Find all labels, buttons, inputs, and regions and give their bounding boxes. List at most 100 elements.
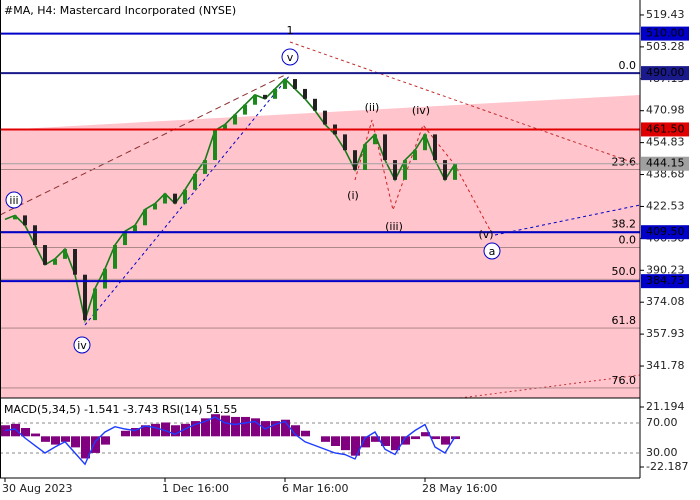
macd-bar	[211, 414, 220, 437]
candle	[53, 258, 57, 265]
candle	[393, 160, 397, 180]
candle	[403, 160, 407, 180]
macd-bar	[71, 436, 80, 448]
level-label: 444.15	[646, 157, 685, 170]
candle	[243, 104, 247, 115]
macd-bar	[221, 415, 230, 437]
candle	[73, 248, 77, 275]
candle	[233, 114, 237, 125]
y-tick-label: 341.78	[646, 359, 685, 372]
macd-bar	[341, 436, 350, 451]
x-tick-label: 30 Aug 2023	[2, 482, 72, 495]
macd-bar	[131, 428, 140, 437]
y-tick-label: 519.43	[646, 8, 685, 21]
macd-bar	[181, 423, 190, 437]
wave-circle	[5, 191, 23, 209]
macd-bar	[331, 436, 340, 446]
candle	[413, 150, 417, 161]
candle	[223, 124, 227, 131]
fib-label: 0.0	[619, 233, 637, 246]
y-tick-label: 357.93	[646, 327, 685, 340]
macd-bar	[101, 436, 110, 445]
macd-bar	[361, 436, 370, 448]
macd-bar	[301, 430, 310, 437]
wave-circle	[73, 336, 91, 354]
y-tick-label: 470.98	[646, 104, 685, 117]
candle	[263, 94, 267, 99]
candle	[253, 94, 257, 105]
level-label: 409.50	[646, 225, 685, 238]
fib-label: 50.0	[612, 265, 637, 278]
y-tick-label: -22.187	[646, 460, 688, 473]
candle	[283, 79, 287, 89]
fib-label: 61.8	[612, 314, 637, 327]
candle	[453, 164, 457, 180]
candle	[383, 134, 387, 161]
y-tick-label: 438.68	[646, 168, 685, 181]
candle	[173, 193, 177, 204]
macd-bar	[411, 436, 420, 440]
macd-bar	[161, 422, 170, 437]
wave-label: (iv)	[412, 104, 430, 117]
wave-label: 1	[287, 24, 294, 37]
level-label: 461.50	[646, 122, 685, 135]
content: 519.43503.28487.13470.98454.83438.68422.…	[0, 8, 689, 495]
level-tag	[641, 156, 689, 171]
chart-title: #MA, H4: Mastercard Incorporated (NYSE)	[4, 4, 236, 17]
macd-bar	[431, 436, 440, 440]
fib-label: 0.0	[619, 59, 637, 72]
candle	[163, 193, 167, 204]
x-tick-label: 1 Dec 16:00	[162, 482, 229, 495]
macd-bar	[21, 428, 30, 437]
candle	[123, 231, 127, 246]
macd-bar	[201, 418, 210, 437]
wave-label: v	[287, 51, 294, 64]
candle	[323, 110, 327, 125]
candle	[133, 225, 137, 232]
macd-bar	[271, 421, 280, 437]
trend-line	[0, 74, 286, 216]
y-tick-label: 503.28	[646, 40, 685, 53]
shaded-zone	[0, 95, 640, 398]
wave-label: (iii)	[385, 220, 403, 233]
candle	[203, 160, 207, 174]
candle	[63, 248, 67, 259]
trend-line	[459, 374, 641, 399]
y-tick-label: 390.23	[646, 263, 685, 276]
candle	[213, 130, 217, 161]
candle	[343, 134, 347, 151]
fib-label: 38.2	[612, 217, 637, 230]
wave-line	[494, 204, 641, 236]
y-tick-label: 454.83	[646, 136, 685, 149]
macd-bar	[41, 436, 50, 442]
macd-bar	[61, 436, 70, 442]
macd-bar	[191, 421, 200, 437]
candle	[313, 98, 317, 111]
candle	[83, 274, 87, 321]
candle	[373, 134, 377, 145]
macd-bar	[241, 416, 250, 437]
macd-bar	[421, 432, 430, 437]
candle	[303, 88, 307, 99]
macd-bar	[401, 436, 410, 445]
wave-label: (i)	[347, 189, 359, 202]
candle	[193, 173, 197, 190]
rsi-line	[4, 416, 456, 466]
candle	[443, 160, 447, 180]
trend-line	[289, 41, 641, 166]
macd-bar	[391, 436, 400, 451]
candle	[353, 150, 357, 170]
candle	[153, 203, 157, 210]
candle	[423, 134, 427, 151]
y2-tick-label: 70.00	[646, 416, 678, 429]
price-line	[4, 77, 456, 324]
macd-bar	[371, 436, 380, 442]
level-tag	[641, 225, 689, 240]
background-layer	[0, 41, 641, 399]
wave-circle	[281, 48, 299, 66]
level-label: 490.00	[646, 66, 685, 79]
wave-line	[354, 119, 491, 231]
wave-label: iv	[77, 339, 87, 352]
x-tick-label: 28 May 16:00	[422, 482, 497, 495]
